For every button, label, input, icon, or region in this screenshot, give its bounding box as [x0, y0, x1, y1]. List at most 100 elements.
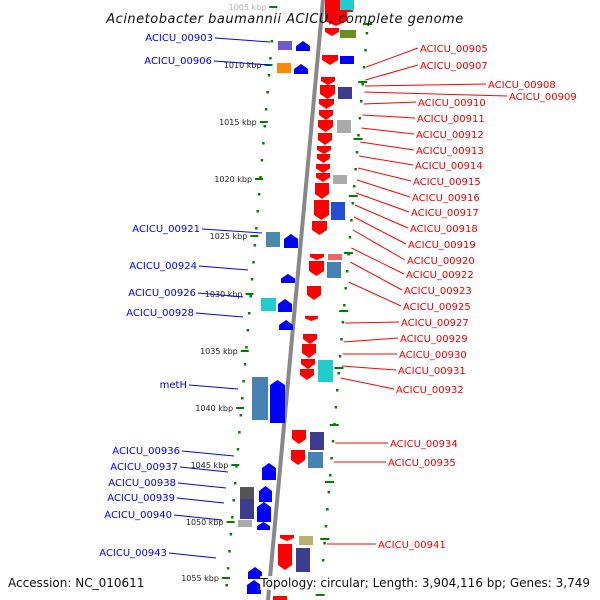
reverse-gene-arrow[interactable]: [292, 430, 306, 444]
forward-gene-arrow[interactable]: [278, 299, 292, 312]
reverse-gene-arrow[interactable]: [314, 200, 329, 220]
reverse-gene-arrow[interactable]: [310, 254, 324, 260]
reverse-gene-arrow[interactable]: [316, 164, 330, 173]
gene-label[interactable]: ACICU_00908: [488, 80, 556, 91]
gene-label[interactable]: ACICU_00926: [128, 288, 196, 299]
reverse-gene-arrow[interactable]: [321, 77, 335, 85]
gene-feature[interactable]: [333, 175, 347, 184]
gene-label[interactable]: ACICU_00941: [378, 540, 446, 551]
gene-label[interactable]: ACICU_00914: [415, 161, 483, 172]
gene-label[interactable]: ACICU_00918: [410, 224, 478, 235]
reverse-gene-arrow[interactable]: [319, 99, 334, 109]
gene-label[interactable]: ACICU_00920: [407, 256, 475, 267]
reverse-gene-arrow[interactable]: [291, 450, 305, 465]
gene-feature[interactable]: [299, 536, 313, 545]
gene-label[interactable]: ACICU_00922: [406, 270, 474, 281]
reverse-gene-arrow[interactable]: [312, 221, 327, 235]
forward-gene-arrow[interactable]: [281, 274, 295, 283]
reverse-gene-arrow[interactable]: [280, 535, 294, 541]
gene-label[interactable]: ACICU_00921: [132, 224, 200, 235]
reverse-gene-arrow[interactable]: [303, 334, 317, 344]
gene-label[interactable]: ACICU_00909: [509, 92, 577, 103]
gene-label[interactable]: ACICU_00937: [110, 462, 178, 473]
forward-gene-arrow[interactable]: [257, 502, 271, 522]
gene-label[interactable]: ACICU_00907: [420, 61, 488, 72]
reverse-gene-arrow[interactable]: [320, 85, 335, 99]
reverse-gene-arrow[interactable]: [317, 154, 330, 163]
gene-feature[interactable]: [296, 548, 310, 572]
gene-label[interactable]: ACICU_00915: [413, 177, 481, 188]
forward-gene-arrow[interactable]: [248, 567, 262, 579]
gene-feature[interactable]: [328, 254, 342, 260]
reverse-gene-arrow[interactable]: [307, 286, 321, 300]
reverse-gene-arrow[interactable]: [301, 359, 315, 369]
reverse-gene-arrow[interactable]: [319, 110, 333, 120]
forward-gene-arrow[interactable]: [247, 580, 261, 594]
gene-label[interactable]: ACICU_00935: [388, 458, 456, 469]
reverse-gene-arrow[interactable]: [325, 28, 339, 36]
forward-gene-arrow[interactable]: [294, 64, 308, 74]
gene-feature[interactable]: [327, 262, 341, 278]
gene-feature[interactable]: [278, 41, 292, 50]
gene-label[interactable]: ACICU_00906: [144, 56, 212, 67]
gene-label[interactable]: ACICU_00936: [112, 446, 180, 457]
reverse-gene-arrow[interactable]: [302, 344, 316, 358]
gene-feature[interactable]: [331, 202, 345, 220]
gene-label[interactable]: ACICU_00927: [401, 318, 469, 329]
forward-gene-arrow[interactable]: [257, 522, 270, 530]
gene-label[interactable]: ACICU_00917: [411, 208, 479, 219]
reverse-gene-arrow[interactable]: [322, 55, 338, 65]
gene-label[interactable]: ACICU_00934: [390, 439, 458, 450]
gene-label[interactable]: metH: [160, 380, 187, 391]
gene-feature[interactable]: [266, 232, 280, 247]
gene-feature[interactable]: [337, 120, 351, 133]
gene-label[interactable]: ACICU_00924: [129, 261, 197, 272]
gene-feature[interactable]: [338, 87, 352, 99]
reverse-gene-arrow[interactable]: [315, 183, 329, 199]
gene-feature[interactable]: [238, 520, 252, 527]
gene-feature[interactable]: [240, 487, 254, 499]
gene-feature[interactable]: [340, 56, 354, 64]
reverse-gene-arrow[interactable]: [300, 369, 314, 380]
gene-feature[interactable]: [240, 499, 254, 519]
reverse-gene-arrow[interactable]: [325, 12, 347, 26]
gene-label[interactable]: ACICU_00912: [416, 130, 484, 141]
reverse-gene-arrow[interactable]: [309, 261, 324, 276]
gene-feature[interactable]: [273, 596, 287, 600]
gene-feature[interactable]: [277, 63, 291, 73]
forward-gene-arrow[interactable]: [296, 41, 310, 51]
gene-label[interactable]: ACICU_00923: [404, 286, 472, 297]
gene-feature[interactable]: [310, 432, 324, 450]
reverse-gene-arrow[interactable]: [317, 146, 331, 154]
reverse-gene-arrow[interactable]: [305, 316, 318, 321]
forward-gene-arrow[interactable]: [284, 234, 298, 248]
gene-feature[interactable]: [318, 360, 333, 382]
gene-label[interactable]: ACICU_00911: [417, 114, 485, 125]
gene-label[interactable]: ACICU_00939: [107, 493, 175, 504]
gene-label[interactable]: ACICU_00905: [420, 44, 488, 55]
gene-label[interactable]: ACICU_00916: [412, 193, 480, 204]
gene-feature[interactable]: [340, 30, 356, 38]
gene-label[interactable]: ACICU_00931: [398, 366, 466, 377]
gene-label[interactable]: ACICU_00903: [145, 33, 213, 44]
reverse-gene-arrow[interactable]: [318, 120, 333, 132]
gene-label[interactable]: ACICU_00913: [416, 146, 484, 157]
gene-feature[interactable]: [252, 377, 268, 420]
reverse-gene-arrow[interactable]: [278, 544, 292, 570]
gene-label[interactable]: ACICU_00928: [126, 308, 194, 319]
forward-gene-arrow[interactable]: [262, 463, 276, 480]
gene-label[interactable]: ACICU_00943: [99, 548, 167, 559]
gene-feature[interactable]: [340, 0, 354, 10]
forward-gene-arrow[interactable]: [270, 380, 285, 423]
gene-label[interactable]: ACICU_00925: [403, 302, 471, 313]
gene-label[interactable]: ACICU_00932: [396, 385, 464, 396]
gene-label[interactable]: ACICU_00910: [418, 98, 486, 109]
gene-feature[interactable]: [261, 298, 276, 311]
gene-feature[interactable]: [308, 452, 323, 468]
gene-label[interactable]: ACICU_00929: [400, 334, 468, 345]
forward-gene-arrow[interactable]: [259, 486, 272, 502]
gene-label[interactable]: ACICU_00940: [104, 510, 172, 521]
gene-label[interactable]: ACICU_00930: [399, 350, 467, 361]
gene-label[interactable]: ACICU_00938: [108, 478, 176, 489]
forward-gene-arrow[interactable]: [279, 320, 293, 330]
